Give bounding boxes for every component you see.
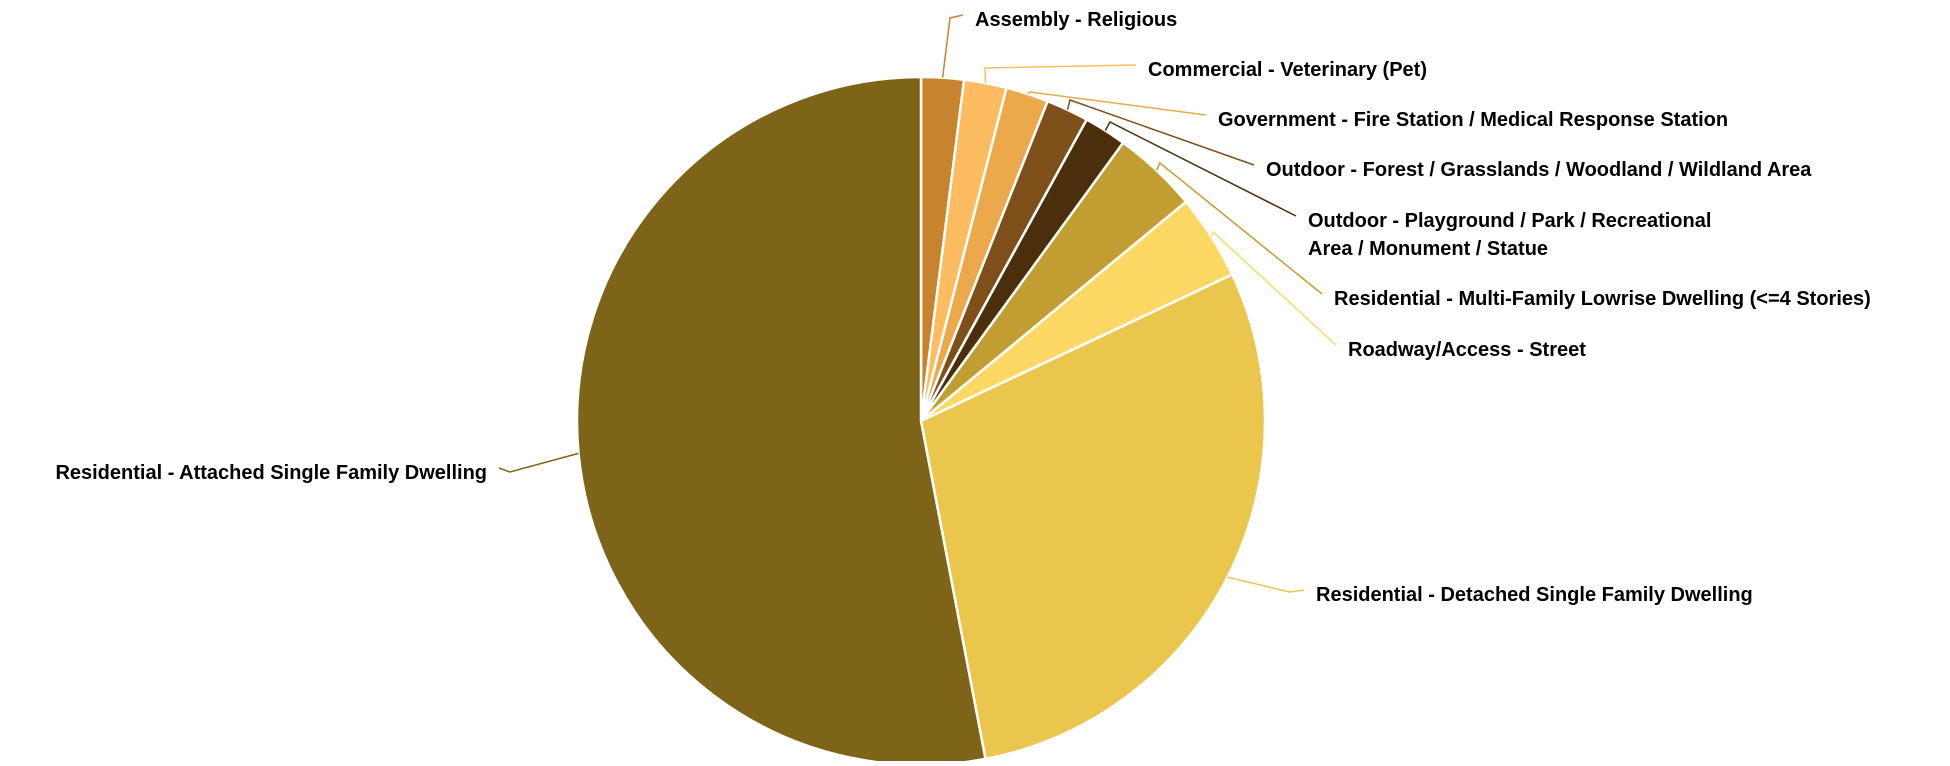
pie-slice-residential-attached-single-family-dwelling	[575, 75, 987, 766]
pie-slice-residential-detached-single-family-dwelling	[919, 273, 1267, 761]
slice-label-line: Area / Monument / Statue	[1308, 238, 1548, 260]
leader-line-commercial-veterinary-pet	[984, 64, 1137, 84]
slice-label-line: Residential - Detached Single Family Dwe…	[1316, 584, 1753, 606]
leader-line-outdoor-playground-park-recreational-area-monument-statue	[1104, 121, 1297, 217]
slice-label-outdoor-playground-park-recreational-area-monument-statue: Outdoor - Playground / Park / Recreation…	[1308, 210, 1711, 260]
leader-line-government-fire-station-medical-response-station	[1026, 91, 1207, 116]
slice-label-commercial-veterinary-pet: Commercial - Veterinary (Pet)	[1148, 59, 1427, 81]
slice-label-line: Commercial - Veterinary (Pet)	[1148, 59, 1427, 81]
slice-label-residential-attached-single-family-dwelling: Residential - Attached Single Family Dwe…	[55, 462, 487, 484]
labels-layer: Assembly - Religious Commercial - Veterin…	[55, 9, 1870, 606]
slice-label-assembly-religious: Assembly - Religious	[975, 9, 1177, 31]
leader-lines-layer	[498, 14, 1337, 593]
slice-label-residential-multi-family-lowrise-dwelling-4-stories: Residential - Multi-Family Lowrise Dwell…	[1334, 288, 1871, 310]
leader-line-assembly-religious	[941, 14, 964, 78]
slice-label-line: Residential - Multi-Family Lowrise Dwell…	[1334, 288, 1871, 310]
leader-line-residential-multi-family-lowrise-dwelling-4-stories	[1155, 161, 1323, 295]
slice-label-line: Outdoor - Playground / Park / Recreation…	[1308, 210, 1711, 232]
slice-label-line: Roadway/Access - Street	[1348, 339, 1586, 361]
leader-line-residential-attached-single-family-dwelling	[498, 452, 579, 473]
slice-label-line: Assembly - Religious	[975, 9, 1177, 31]
leader-line-roadway-access-street	[1210, 230, 1337, 346]
slice-label-residential-detached-single-family-dwelling: Residential - Detached Single Family Dwe…	[1316, 584, 1753, 606]
leader-line-outdoor-forest-grasslands-woodland-wildland-area	[1066, 99, 1255, 166]
slice-label-line: Government - Fire Station / Medical Resp…	[1218, 109, 1728, 131]
slice-label-roadway-access-street: Roadway/Access - Street	[1348, 339, 1586, 361]
leader-line-residential-detached-single-family-dwelling	[1227, 576, 1305, 593]
slice-label-line: Outdoor - Forest / Grasslands / Woodland…	[1266, 159, 1812, 181]
slice-label-government-fire-station-medical-response-station: Government - Fire Station / Medical Resp…	[1218, 109, 1728, 131]
slices-layer	[575, 75, 1267, 766]
slice-label-outdoor-forest-grasslands-woodland-wildland-area: Outdoor - Forest / Grasslands / Woodland…	[1266, 159, 1812, 181]
slice-label-line: Residential - Attached Single Family Dwe…	[55, 462, 487, 484]
